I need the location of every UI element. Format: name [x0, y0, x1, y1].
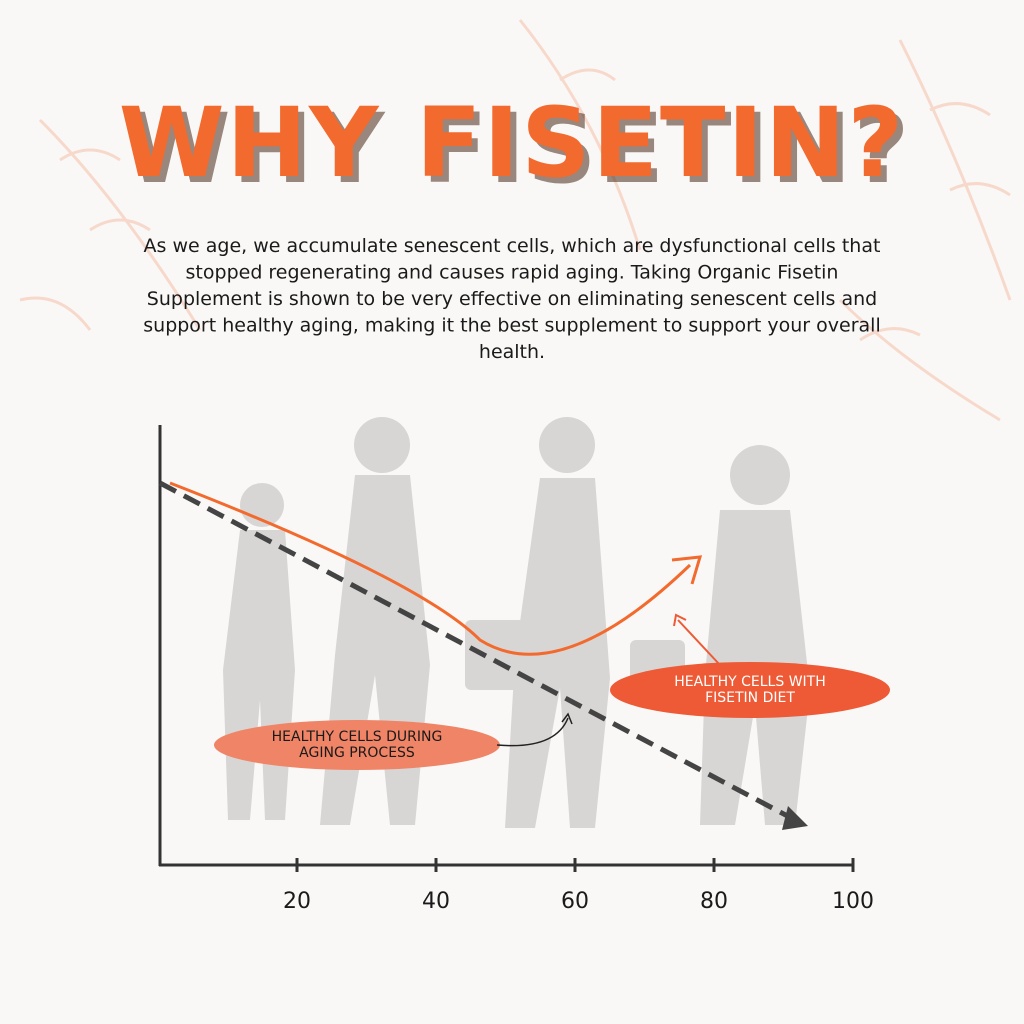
x-tick-label: 40 [422, 889, 450, 914]
fisetin-arrowhead [671, 555, 703, 585]
callout-text: HEALTHY CELLS DURING [272, 729, 443, 745]
x-tick-label: 20 [283, 889, 311, 914]
body-line: health. [479, 341, 545, 363]
aging-arrowhead [782, 806, 808, 830]
title-shadow: WHY FISETIN? [125, 93, 911, 205]
body-line: stopped regenerating and causes rapid ag… [186, 262, 839, 284]
axes [158, 425, 853, 867]
fisetin-line [169, 481, 692, 656]
x-tick-label: 60 [561, 889, 589, 914]
leaf-decor [19, 19, 1012, 422]
callout-text: AGING PROCESS [299, 745, 415, 761]
callout-bubble [214, 720, 500, 770]
callout-text: FISETIN DIET [705, 690, 795, 706]
body-line: support healthy aging, making it the bes… [143, 315, 880, 337]
title: WHY FISETIN? [119, 87, 905, 199]
pointer [496, 717, 569, 747]
callout-bubble [610, 662, 890, 718]
pointer-head [673, 613, 687, 627]
callout-text: HEALTHY CELLS WITH [674, 674, 826, 690]
pointer [677, 619, 721, 666]
body-line: As we age, we accumulate senescent cells… [144, 235, 881, 257]
x-tick-label: 100 [832, 889, 874, 914]
aging-line [158, 480, 797, 823]
body-line: Supplement is shown to be very effective… [147, 288, 877, 310]
pointer-head [561, 712, 573, 725]
x-tick-label: 80 [700, 889, 728, 914]
